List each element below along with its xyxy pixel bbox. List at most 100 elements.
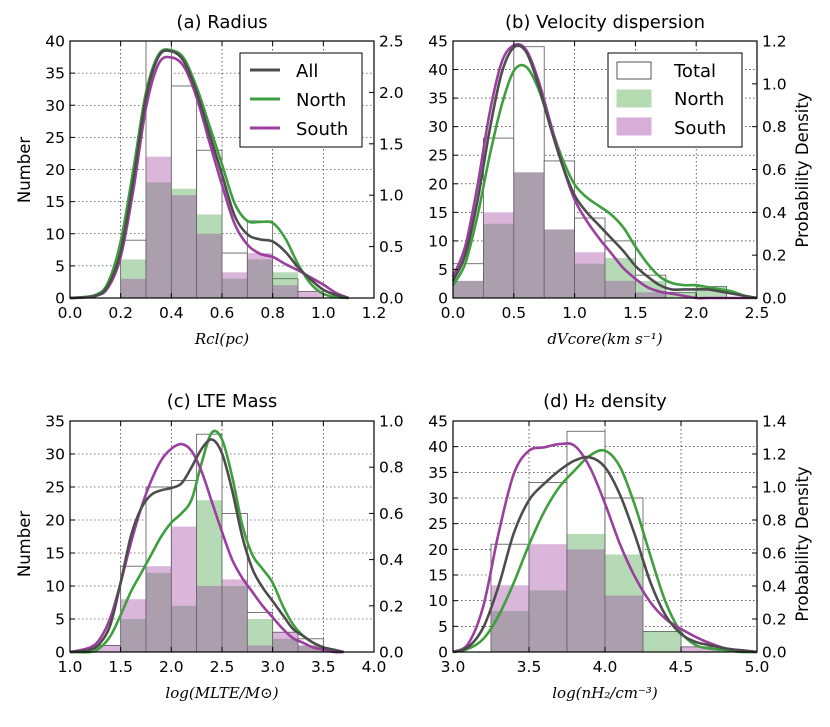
x-tick-label: 3.5 (517, 658, 542, 676)
y2-tick-label: 1.0 (379, 413, 404, 431)
south-bar (605, 280, 636, 298)
panel-h2-density: (d) H₂ density 3.0 3.5 4.0 4.5 5.0 0 5 10 15 20 25… (428, 391, 812, 702)
y2-tick-label: 0.8 (762, 118, 787, 136)
y2-tick-label: 0.0 (762, 290, 787, 308)
y-tick-label: 15 (45, 193, 65, 211)
south-bar (146, 566, 172, 652)
kde-all-line (451, 44, 758, 300)
south-bar (272, 285, 298, 298)
x-tick-label: 1.5 (108, 658, 133, 676)
y-tick-label: 10 (428, 592, 448, 610)
y-tick-label: 0 (55, 644, 65, 662)
y-tick-label: 0 (55, 290, 65, 308)
x-tick-label: 1.0 (562, 304, 587, 322)
south-bar (146, 156, 172, 298)
panel-b-title: (b) Velocity dispersion (505, 12, 705, 33)
south-bar (222, 272, 248, 298)
y-tick-label: 0 (438, 290, 448, 308)
south-bar (120, 278, 146, 298)
x-tick-label: 0.5 (501, 304, 526, 322)
north-bar (453, 280, 484, 298)
y-tick-label: 30 (428, 490, 448, 508)
north-bar (272, 272, 298, 298)
north-bar (696, 286, 727, 298)
y-tick-label: 30 (45, 446, 65, 464)
panel-c-xlabel: log(MLTE/M⊙) (165, 684, 278, 702)
y-tick-label: 0 (438, 644, 448, 662)
x-tick-label: 0.0 (58, 304, 83, 322)
x-tick-label: 1.2 (362, 304, 387, 322)
panel-lte-mass: (c) LTE Mass 1.0 1.5 2.0 2.5 3.0 3.5 4.0 0 5 10 15… (15, 391, 404, 702)
south-bar (298, 291, 324, 298)
x-tick-label: 1.0 (58, 658, 83, 676)
legend-a-south-label: South (296, 119, 348, 140)
panel-d-ticks: 3.0 3.5 4.0 4.5 5.0 0 5 10 15 20 25 30 35 40 45 0.0 0.2 0… (428, 413, 786, 677)
y-tick-label: 5 (438, 618, 448, 636)
y2-tick-label: 0.0 (762, 644, 787, 662)
x-tick-label: 1.5 (623, 304, 648, 322)
kde-all-line (69, 49, 349, 300)
north-bar (222, 586, 248, 652)
south-bar (196, 586, 222, 652)
y2-tick-label: 1.0 (762, 479, 787, 497)
y-tick-label: 25 (428, 515, 448, 533)
panel-d-right-ylabel: Probability Density (793, 466, 812, 621)
south-bar (272, 632, 298, 652)
north-bar (483, 223, 514, 298)
north-bar (247, 619, 273, 652)
y-tick-label: 15 (45, 545, 65, 563)
x-tick-label: 2.0 (684, 304, 709, 322)
x-tick-label: 0.6 (210, 304, 235, 322)
south-bar (247, 645, 273, 652)
y-tick-label: 15 (428, 204, 448, 222)
y-tick-label: 35 (428, 90, 448, 108)
north-bar (643, 631, 681, 652)
panel-c-title: (c) LTE Mass (167, 391, 278, 412)
panel-a-title: (a) Radius (176, 12, 267, 33)
legend-b-north-swatch (616, 89, 652, 108)
x-tick-label: 5.0 (745, 658, 770, 676)
y-tick-label: 15 (428, 567, 448, 585)
panel-b-right-ylabel: Probability Density (793, 92, 812, 247)
legend-a-all-label: All (296, 61, 318, 82)
y2-tick-label: 0.5 (379, 238, 404, 256)
south-bar (247, 253, 273, 298)
total-bar (566, 430, 606, 653)
y2-tick-label: 1.4 (762, 413, 787, 431)
legend-b-south-label: South (674, 118, 726, 139)
north-bar (171, 188, 197, 298)
north-bar (120, 259, 146, 298)
y2-tick-label: 1.5 (379, 135, 404, 153)
y-tick-label: 20 (428, 175, 448, 193)
south-bar (171, 195, 197, 298)
x-tick-label: 2.5 (745, 304, 770, 322)
legend-b: Total North South (607, 52, 743, 148)
y-tick-label: 20 (45, 161, 65, 179)
y-tick-label: 20 (428, 541, 448, 559)
x-tick-label: 3.5 (311, 658, 336, 676)
x-tick-label: 3.0 (441, 658, 466, 676)
kde-north-line (452, 448, 758, 654)
x-tick-label: 0.2 (108, 304, 133, 322)
north-bar (171, 605, 197, 652)
y2-tick-label: 0.2 (762, 247, 787, 265)
y-tick-label: 5 (55, 611, 65, 629)
total-bar (120, 565, 147, 653)
y-tick-label: 30 (45, 97, 65, 115)
y2-tick-label: 1.0 (762, 75, 787, 93)
total-bar (170, 85, 198, 299)
y2-tick-label: 0.0 (379, 290, 404, 308)
y2-tick-label: 0.8 (379, 459, 404, 477)
y2-tick-label: 2.0 (379, 84, 404, 102)
y2-tick-label: 0.0 (379, 644, 404, 662)
panel-d-title: (d) H₂ density (543, 391, 667, 412)
y-tick-label: 40 (428, 61, 448, 79)
panel-a-xlabel: Rcl(pc) (194, 330, 249, 348)
panel-d-xlabel: log(nH₂/cm⁻³) (552, 684, 658, 702)
legend-b-total-swatch (616, 61, 652, 80)
north-bar (247, 259, 273, 298)
legend-b-south-swatch (616, 117, 652, 136)
x-tick-label: 4.0 (593, 658, 618, 676)
legend-b-north-label: North (674, 89, 724, 110)
